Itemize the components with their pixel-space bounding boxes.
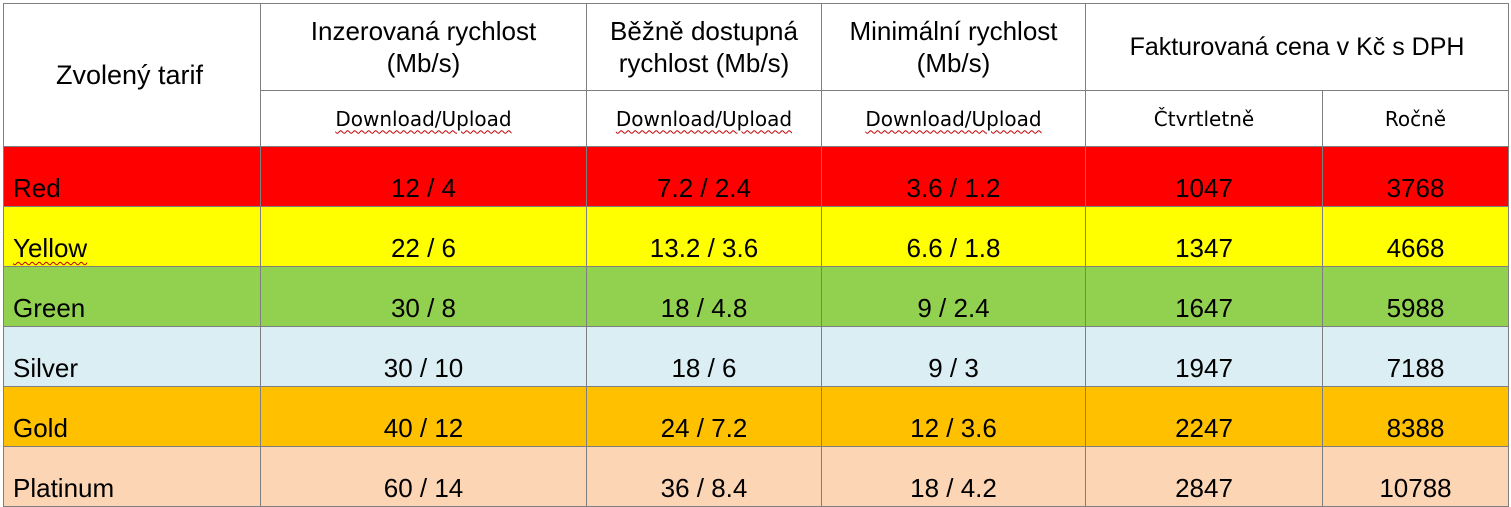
advertised-speed: 12 / 4 [260,146,587,207]
price-quarterly: 1347 [1085,206,1323,267]
common-speed: 7.2 / 2.4 [586,146,822,207]
table-row: Silver 30 / 10 18 / 6 9 / 3 1947 7188 [3,326,1509,387]
minimum-speed: 12 / 3.6 [821,386,1086,447]
minimum-speed: 18 / 4.2 [821,446,1086,507]
table-row: Yellow 22 / 6 13.2 / 3.6 6.6 / 1.8 1347 … [3,206,1509,267]
advertised-speed: 40 / 12 [260,386,587,447]
minimum-speed: 9 / 3 [821,326,1086,387]
price-yearly: 4668 [1322,206,1509,267]
advertised-speed: 22 / 6 [260,206,587,267]
common-speed: 18 / 4.8 [586,266,822,327]
header-minimum-sub: Download/Upload [821,90,1086,147]
header-price: Fakturovaná cena v Kč s DPH [1085,3,1509,91]
price-quarterly: 2247 [1085,386,1323,447]
table-row: Gold 40 / 12 24 / 7.2 12 / 3.6 2247 8388 [3,386,1509,447]
tariff-name: Silver [3,326,261,387]
header-advertised-sub: Download/Upload [260,90,587,147]
tariff-name: Platinum [3,446,261,507]
price-quarterly: 1047 [1085,146,1323,207]
table-row: Platinum 60 / 14 36 / 8.4 18 / 4.2 2847 … [3,446,1509,507]
advertised-speed: 60 / 14 [260,446,587,507]
header-row-main: Zvolený tarif Inzerovaná rychlost (Mb/s)… [3,3,1509,147]
minimum-speed: 6.6 / 1.8 [821,206,1086,267]
price-quarterly: 2847 [1085,446,1323,507]
minimum-speed: 3.6 / 1.2 [821,146,1086,207]
header-tariff: Zvolený tarif [3,3,261,147]
advertised-speed: 30 / 10 [260,326,587,387]
advertised-speed: 30 / 8 [260,266,587,327]
table-row: Green 30 / 8 18 / 4.8 9 / 2.4 1647 5988 [3,266,1509,327]
header-common-sub: Download/Upload [586,90,822,147]
tariff-table: Zvolený tarif Inzerovaná rychlost (Mb/s)… [3,3,1509,507]
minimum-speed: 9 / 2.4 [821,266,1086,327]
price-yearly: 5988 [1322,266,1509,327]
header-advertised: Inzerovaná rychlost (Mb/s) [260,3,587,91]
tariff-name: Gold [3,386,261,447]
price-yearly: 10788 [1322,446,1509,507]
price-yearly: 3768 [1322,146,1509,207]
common-speed: 18 / 6 [586,326,822,387]
tariff-name: Yellow [3,206,261,267]
header-quarterly: Čtvrtletně [1085,90,1323,147]
table-row: Red 12 / 4 7.2 / 2.4 3.6 / 1.2 1047 3768 [3,146,1509,207]
header-minimum: Minimální rychlost (Mb/s) [821,3,1086,91]
tariff-name: Red [3,146,261,207]
header-common: Běžně dostupná rychlost (Mb/s) [586,3,822,91]
price-yearly: 8388 [1322,386,1509,447]
price-quarterly: 1647 [1085,266,1323,327]
price-yearly: 7188 [1322,326,1509,387]
common-speed: 13.2 / 3.6 [586,206,822,267]
header-yearly: Ročně [1322,90,1509,147]
tariff-name: Green [3,266,261,327]
price-quarterly: 1947 [1085,326,1323,387]
common-speed: 24 / 7.2 [586,386,822,447]
common-speed: 36 / 8.4 [586,446,822,507]
